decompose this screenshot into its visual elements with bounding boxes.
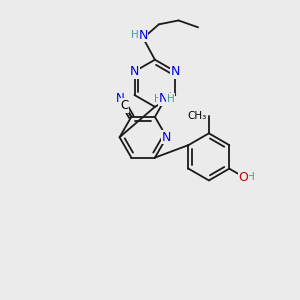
Text: H: H [247, 172, 254, 182]
Text: N: N [130, 65, 139, 78]
Text: N: N [138, 29, 148, 42]
Text: N: N [159, 92, 168, 105]
Text: H: H [131, 30, 139, 40]
Text: H: H [154, 94, 162, 104]
Text: N: N [171, 65, 180, 78]
Text: H: H [167, 94, 175, 104]
Text: C: C [120, 99, 129, 112]
Text: N: N [162, 131, 171, 144]
Text: O: O [239, 171, 248, 184]
Text: CH₃: CH₃ [188, 111, 207, 121]
Text: N: N [116, 92, 125, 105]
